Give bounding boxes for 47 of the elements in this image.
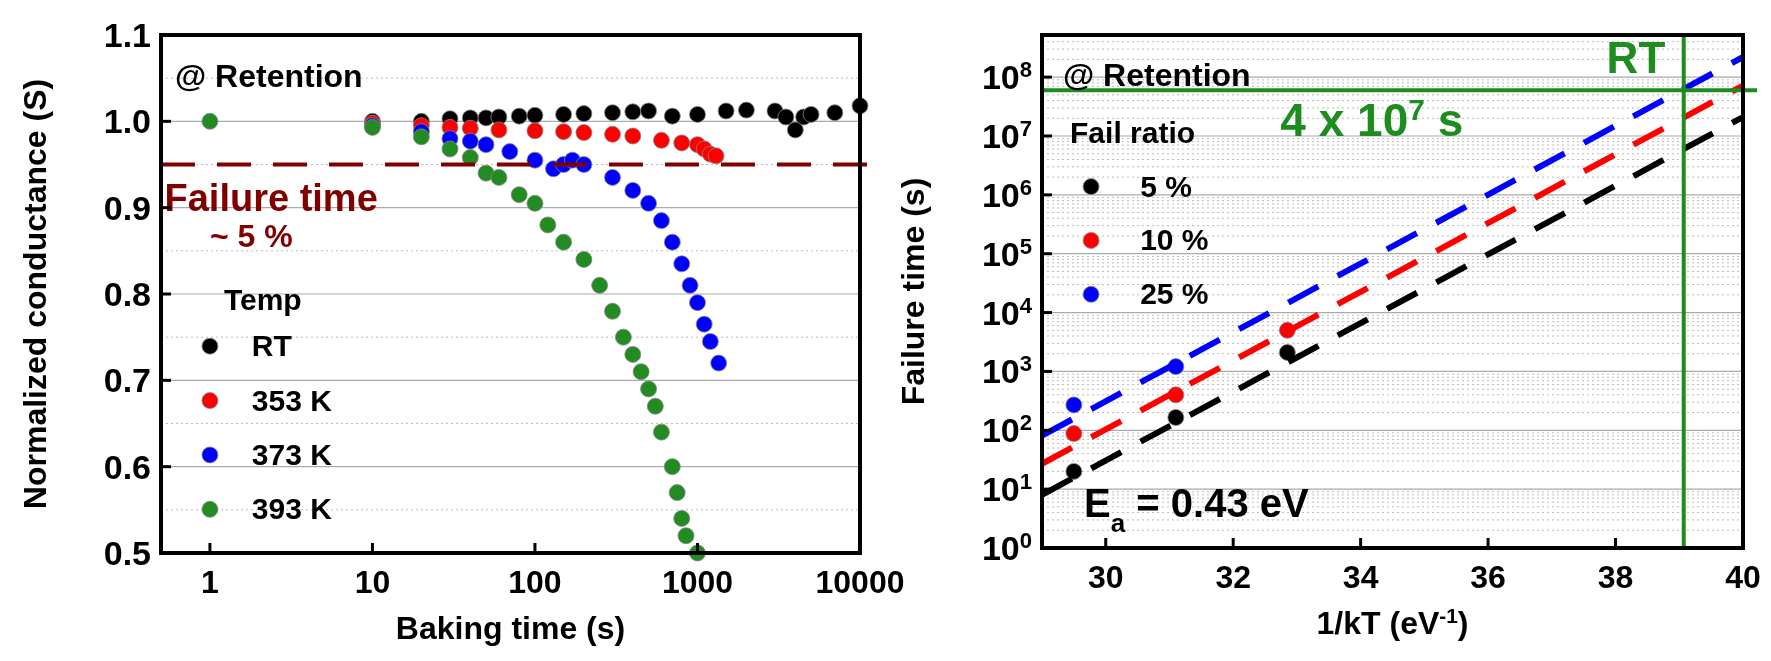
y-tick-label: 0.9: [103, 188, 151, 227]
annotation: @ Retention: [1063, 57, 1251, 94]
y-tick-label: 10$^{0}$: [981, 527, 1032, 567]
annotation: E$_{a}$ = 0.43 eV: [1084, 481, 1310, 539]
y-axis-title: Failure time (s): [895, 177, 931, 406]
x-tick-label: 100: [508, 564, 562, 600]
x-tick-label: 10000: [815, 564, 905, 600]
y-tick-label: 10$^{1}$: [981, 468, 1032, 509]
x-tick-label: 40: [1725, 559, 1761, 595]
x-axis-title: Baking time (s): [395, 610, 626, 646]
legend-label: 5 %: [1140, 169, 1192, 203]
annotation: @ Retention: [174, 57, 363, 94]
legend-title: Fail ratio: [1070, 115, 1196, 149]
legend-label: 25 %: [1140, 277, 1209, 311]
y-tick-label: 10$^{4}$: [981, 292, 1033, 332]
x-tick-label: 1: [201, 564, 219, 600]
x-tick-label: 32: [1215, 559, 1251, 595]
ref-line-label: Failure time: [164, 176, 378, 219]
y-axis-title: Normalized conductance (S): [17, 78, 53, 510]
y-tick-label: 10$^{7}$: [981, 115, 1032, 155]
legend-label: 373 K: [251, 437, 333, 471]
y-tick-label: 10$^{5}$: [981, 233, 1032, 273]
x-tick-label: 36: [1470, 559, 1506, 595]
x-tick-label: 34: [1342, 559, 1379, 595]
legend-label: 393 K: [251, 492, 333, 526]
y-tick-label: 0.7: [103, 361, 151, 400]
y-tick-label: 0.5: [103, 534, 151, 572]
legend-label: 10 %: [1140, 223, 1209, 257]
y-tick-label: 10$^{3}$: [981, 350, 1032, 391]
y-tick-label: 0.6: [103, 447, 151, 486]
x-tick-label: 38: [1597, 559, 1634, 595]
y-tick-label: 1.1: [103, 16, 151, 54]
legend-label: RT: [251, 329, 292, 363]
ref-line-label: 4 x 10$^{7}$ s: [1280, 92, 1464, 147]
legend-label: 353 K: [251, 383, 333, 417]
x-axis-title: 1/kT (eV$^{-1}$): [1316, 603, 1469, 641]
x-tick-label: 1000: [661, 564, 734, 600]
y-tick-label: 1.0: [103, 102, 151, 141]
y-tick-label: 0.8: [103, 275, 151, 313]
y-tick-label: 10$^{8}$: [981, 56, 1032, 97]
x-tick-label: 30: [1087, 559, 1124, 595]
y-tick-label: 10$^{6}$: [981, 174, 1032, 214]
y-tick-label: 10$^{2}$: [981, 409, 1032, 450]
ref-line-label: RT: [1606, 33, 1666, 83]
x-tick-label: 10: [354, 564, 391, 600]
annotation: ~ 5 %: [209, 218, 293, 255]
legend-title: Temp: [223, 282, 302, 316]
